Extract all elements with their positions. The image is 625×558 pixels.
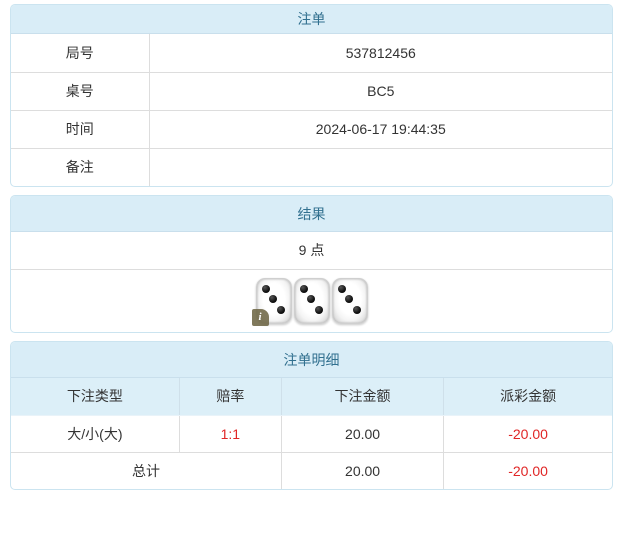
bet-panel: 注单 局号 537812456 桌号 BC5 时间 2024-06-17 19:… bbox=[10, 4, 613, 187]
column-header-bet-amount: 下注金额 bbox=[280, 378, 444, 416]
total-row: 总计 20.00 -20.00 bbox=[11, 451, 612, 489]
total-payout-amount: -20.00 bbox=[443, 451, 612, 489]
die-icon bbox=[331, 278, 368, 324]
table-row: 大/小(大) 1:1 20.00 -20.00 bbox=[11, 414, 612, 452]
table-header-row: 下注类型 赔率 下注金额 派彩金额 bbox=[11, 378, 612, 416]
column-header-bet-type: 下注类型 bbox=[11, 378, 180, 416]
table-number-label: 桌号 bbox=[11, 71, 150, 110]
info-icon: i bbox=[251, 309, 269, 326]
die-icon bbox=[293, 278, 330, 324]
total-label: 总计 bbox=[11, 451, 282, 489]
time-label: 时间 bbox=[11, 109, 150, 148]
remark-value bbox=[149, 147, 612, 186]
die-icon: i bbox=[251, 278, 292, 326]
detail-table: 下注类型 赔率 下注金额 派彩金额 大/小(大) 1:1 20.00 -20.0… bbox=[11, 378, 612, 489]
round-number-label: 局号 bbox=[11, 34, 150, 72]
table-row: 局号 537812456 bbox=[11, 34, 612, 72]
bet-info-table: 局号 537812456 桌号 BC5 时间 2024-06-17 19:44:… bbox=[11, 34, 612, 186]
bet-amount-cell: 20.00 bbox=[280, 414, 444, 452]
dice-row: i bbox=[11, 269, 612, 332]
result-points: 9 点 bbox=[298, 242, 325, 258]
remark-label: 备注 bbox=[11, 147, 150, 186]
table-row: 桌号 BC5 bbox=[11, 71, 612, 110]
table-number-value: BC5 bbox=[149, 71, 612, 110]
payout-amount-cell: -20.00 bbox=[443, 414, 612, 452]
table-row: 时间 2024-06-17 19:44:35 bbox=[11, 109, 612, 148]
odds-cell: 1:1 bbox=[178, 414, 282, 452]
time-value: 2024-06-17 19:44:35 bbox=[149, 109, 612, 148]
result-panel-title: 结果 bbox=[11, 196, 612, 232]
column-header-payout-amount: 派彩金额 bbox=[443, 378, 612, 416]
column-header-odds: 赔率 bbox=[178, 378, 282, 416]
result-panel: 结果 9 点 i bbox=[10, 195, 613, 333]
detail-panel-title: 注单明细 bbox=[11, 342, 612, 378]
detail-panel: 注单明细 下注类型 赔率 下注金额 派彩金额 大/小(大) 1:1 20.00 … bbox=[10, 341, 613, 490]
bet-panel-title: 注单 bbox=[11, 5, 612, 34]
total-bet-amount: 20.00 bbox=[280, 451, 444, 489]
round-number-value: 537812456 bbox=[345, 44, 416, 61]
bet-type-cell: 大/小(大) bbox=[11, 414, 180, 452]
table-row: 备注 bbox=[11, 147, 612, 186]
